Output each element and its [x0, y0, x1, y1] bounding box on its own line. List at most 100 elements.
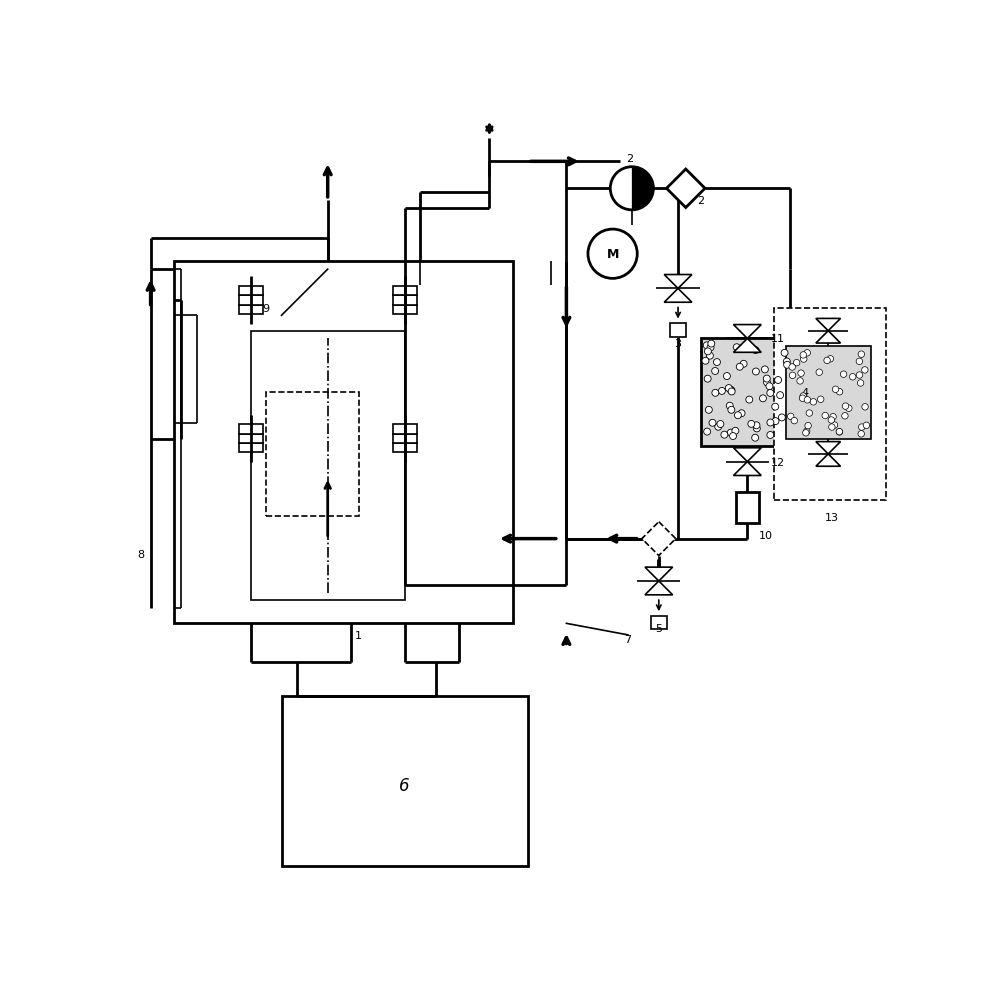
Circle shape	[712, 368, 719, 375]
Bar	[239, 425, 263, 435]
Circle shape	[753, 422, 760, 429]
Bar	[239, 287, 263, 296]
Circle shape	[806, 410, 813, 417]
Circle shape	[804, 350, 810, 357]
Circle shape	[767, 432, 774, 439]
Circle shape	[752, 347, 759, 354]
Text: 11: 11	[770, 334, 784, 344]
Circle shape	[803, 429, 810, 435]
Bar	[651, 616, 667, 630]
Bar	[393, 435, 417, 444]
Circle shape	[800, 352, 807, 359]
Circle shape	[828, 417, 835, 424]
Circle shape	[856, 359, 863, 365]
Polygon shape	[816, 319, 841, 331]
Circle shape	[753, 426, 760, 433]
Circle shape	[752, 435, 759, 442]
Circle shape	[727, 387, 734, 394]
Circle shape	[784, 362, 791, 369]
Circle shape	[849, 374, 856, 381]
Circle shape	[789, 365, 795, 371]
Bar	[282, 697, 528, 866]
Circle shape	[767, 420, 774, 427]
Circle shape	[783, 359, 790, 366]
Circle shape	[810, 399, 817, 405]
Circle shape	[740, 361, 747, 368]
Text: M: M	[606, 247, 619, 261]
Circle shape	[728, 388, 735, 395]
Circle shape	[588, 230, 637, 279]
Bar	[736, 493, 759, 524]
Bar	[701, 339, 794, 447]
Text: 6: 6	[399, 776, 410, 795]
Circle shape	[832, 387, 839, 393]
Circle shape	[727, 430, 734, 437]
Circle shape	[791, 418, 798, 424]
Circle shape	[734, 412, 741, 419]
Circle shape	[704, 376, 711, 383]
Circle shape	[772, 418, 779, 425]
Circle shape	[706, 353, 713, 360]
Circle shape	[798, 371, 804, 377]
Circle shape	[831, 422, 838, 429]
Bar	[174, 262, 512, 624]
Circle shape	[766, 384, 773, 390]
Circle shape	[801, 357, 807, 363]
Circle shape	[728, 387, 735, 394]
Circle shape	[856, 373, 863, 379]
Bar	[393, 425, 417, 435]
Circle shape	[777, 392, 784, 399]
Circle shape	[857, 381, 864, 387]
Text: 5: 5	[655, 623, 662, 633]
Text: 7: 7	[624, 634, 632, 644]
Circle shape	[732, 428, 739, 435]
Bar	[239, 444, 263, 453]
Circle shape	[827, 356, 834, 363]
Circle shape	[703, 342, 710, 349]
Circle shape	[721, 432, 728, 439]
Circle shape	[728, 407, 735, 414]
Circle shape	[799, 395, 806, 402]
Polygon shape	[642, 523, 676, 556]
Bar	[393, 296, 417, 306]
Bar	[393, 287, 417, 296]
Circle shape	[704, 348, 711, 356]
Polygon shape	[816, 442, 841, 455]
Circle shape	[797, 379, 803, 385]
Circle shape	[862, 404, 868, 410]
Circle shape	[717, 421, 724, 428]
Circle shape	[858, 352, 865, 358]
Circle shape	[816, 370, 822, 376]
Circle shape	[726, 403, 733, 410]
Circle shape	[787, 414, 794, 420]
Circle shape	[709, 420, 716, 427]
Circle shape	[708, 341, 715, 348]
Bar	[239, 296, 263, 306]
Text: 8: 8	[137, 549, 144, 559]
Polygon shape	[733, 462, 761, 476]
Circle shape	[830, 414, 836, 420]
Circle shape	[730, 433, 736, 440]
Circle shape	[800, 393, 806, 399]
Circle shape	[793, 360, 800, 367]
Circle shape	[759, 395, 766, 402]
Circle shape	[778, 414, 785, 421]
Bar	[670, 323, 686, 337]
Bar	[393, 306, 417, 315]
Circle shape	[761, 367, 768, 374]
Circle shape	[610, 168, 653, 211]
Bar	[786, 347, 871, 439]
Circle shape	[705, 407, 712, 414]
Circle shape	[746, 396, 753, 403]
Circle shape	[840, 372, 847, 378]
Polygon shape	[645, 582, 673, 596]
Polygon shape	[664, 275, 692, 289]
Circle shape	[862, 368, 868, 374]
Circle shape	[736, 364, 743, 371]
Bar	[251, 331, 405, 600]
Circle shape	[748, 421, 755, 428]
Circle shape	[772, 404, 779, 411]
Circle shape	[803, 430, 809, 437]
Polygon shape	[733, 325, 761, 339]
Text: 9: 9	[263, 304, 270, 314]
